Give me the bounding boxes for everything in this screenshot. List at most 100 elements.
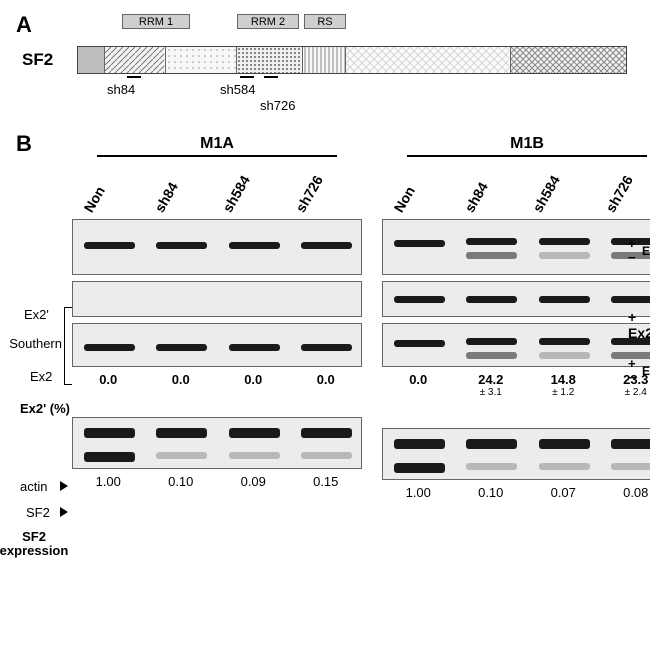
southern-brace-icon bbox=[64, 307, 72, 385]
value-cell: 0.0 bbox=[217, 373, 290, 387]
gene-segment bbox=[78, 47, 105, 73]
group-m1a: M1A Nonsh84sh584sh726 0.00.00.00.0 1.000… bbox=[72, 135, 362, 494]
group-header-m1a: M1A bbox=[97, 135, 337, 157]
gel-m1a-1 bbox=[72, 219, 362, 275]
gel-band bbox=[466, 296, 517, 303]
panel-b-label: B bbox=[16, 131, 32, 157]
sf2-expression-title: SF2 expression bbox=[0, 530, 72, 559]
value-cell: 1.00 bbox=[382, 486, 455, 500]
gel-band bbox=[539, 296, 590, 303]
sf2-protein-name: SF2 bbox=[22, 50, 53, 70]
lane-labels-m1b: Non sh84 sh584 sh726 bbox=[382, 159, 650, 219]
lane-label-non: Non bbox=[391, 183, 418, 215]
gel-band bbox=[466, 338, 517, 345]
sh-tick-sh726 bbox=[264, 76, 278, 78]
gel-m1a-2-southern-ex2prime bbox=[72, 281, 362, 317]
gel-band bbox=[539, 238, 590, 245]
gel-band bbox=[394, 296, 445, 303]
gel-band bbox=[301, 242, 352, 249]
gel-band bbox=[229, 452, 280, 459]
gene-segment bbox=[237, 47, 303, 73]
panel-a: A RRM 1RRM 2RS SF2 sh84sh584sh726 bbox=[12, 12, 638, 117]
value-cell: 0.07 bbox=[527, 486, 600, 500]
group-m1b: M1B Non sh84 sh584 sh726 0.024.2± 3.114.8± … bbox=[382, 135, 650, 505]
gel-band bbox=[84, 452, 135, 462]
gel-m1b-3-southern-ex2 bbox=[382, 323, 650, 367]
group-header-m1b: M1B bbox=[407, 135, 647, 157]
gel-band bbox=[84, 428, 135, 438]
gel-band bbox=[539, 352, 590, 359]
gel-m1b-2-southern-ex2prime bbox=[382, 281, 650, 317]
gene-segment bbox=[105, 47, 165, 73]
gel-band bbox=[156, 344, 207, 351]
value-cell: 0.0 bbox=[290, 373, 363, 387]
lane-label-sh726: sh726 bbox=[602, 173, 636, 215]
sf2-gene-bar bbox=[77, 46, 627, 74]
value-cell: 0.09 bbox=[217, 475, 290, 489]
sf2expr-values-m1b: 1.000.100.070.08 bbox=[382, 486, 650, 500]
gel-band bbox=[229, 428, 280, 438]
value-cell: 1.00 bbox=[72, 475, 145, 489]
gel-band bbox=[229, 242, 280, 249]
sh-label-sh84: sh84 bbox=[107, 82, 135, 97]
gel-band bbox=[156, 428, 207, 438]
value-cell: 24.2± 3.1 bbox=[455, 373, 528, 398]
lane-label-sh584: sh584 bbox=[220, 173, 254, 215]
sh-label-sh584: sh584 bbox=[220, 82, 255, 97]
sf2-arrowhead-icon bbox=[60, 507, 68, 517]
ex2prime-left-label: Ex2' bbox=[24, 307, 49, 322]
gene-segment bbox=[166, 47, 237, 73]
southern-label: Southern bbox=[2, 336, 62, 351]
value-cell: 0.10 bbox=[145, 475, 218, 489]
sf2expr-values-m1a: 1.000.100.090.15 bbox=[72, 475, 362, 489]
lane-label-sh84: sh84 bbox=[461, 179, 491, 215]
gel-band bbox=[84, 344, 135, 351]
value-cell: 0.15 bbox=[290, 475, 363, 489]
ex2prime-values-m1b: 0.024.2± 3.114.8± 1.223.3± 2.4 bbox=[382, 373, 650, 398]
gel-band bbox=[466, 252, 517, 259]
gel-band bbox=[301, 344, 352, 351]
lane-label-non: Non bbox=[81, 183, 108, 215]
value-cell: 0.0 bbox=[72, 373, 145, 387]
gel-band bbox=[394, 463, 445, 473]
panel-a-label: A bbox=[16, 12, 32, 38]
sh-tick-sh584 bbox=[240, 76, 254, 78]
gel-m1a-western bbox=[72, 417, 362, 469]
gel-band bbox=[229, 344, 280, 351]
gel-band bbox=[84, 242, 135, 249]
gel-band bbox=[539, 463, 590, 470]
lane-label-sh584: sh584 bbox=[530, 173, 564, 215]
gel-m1b-1 bbox=[382, 219, 650, 275]
sf2-label: SF2 bbox=[26, 505, 50, 520]
gel-band bbox=[466, 439, 517, 449]
gel-band bbox=[466, 238, 517, 245]
domain-rrm1: RRM 1 bbox=[122, 14, 190, 29]
gel-band bbox=[394, 340, 445, 347]
gel-band bbox=[611, 439, 650, 449]
sh-tick-sh84 bbox=[127, 76, 141, 78]
lane-labels-m1a: Non sh84 sh584 sh726 bbox=[72, 159, 362, 219]
gel-band bbox=[394, 240, 445, 247]
domain-rs: RS bbox=[304, 14, 346, 29]
ex2p-right-gel1: Ex2' bbox=[642, 244, 650, 258]
lane-label-sh84: sh84 bbox=[151, 179, 181, 215]
gel-band bbox=[611, 296, 650, 303]
value-cell: 0.0 bbox=[145, 373, 218, 387]
value-cell: 0.08 bbox=[600, 486, 650, 500]
gel-band bbox=[156, 242, 207, 249]
gel-band bbox=[466, 352, 517, 359]
domain-label-row: RRM 1RRM 2RS bbox=[107, 12, 647, 34]
gel-band bbox=[539, 338, 590, 345]
gel-band bbox=[466, 463, 517, 470]
gel-band bbox=[301, 428, 352, 438]
ex2prime-row-title: Ex2' (%) bbox=[6, 401, 70, 416]
lane-label-sh726: sh726 bbox=[292, 173, 326, 215]
gene-segment bbox=[346, 47, 510, 73]
gel-band bbox=[301, 452, 352, 459]
actin-arrowhead-icon bbox=[60, 481, 68, 491]
gene-segment bbox=[303, 47, 347, 73]
ex2-left-label: Ex2 bbox=[30, 369, 52, 384]
value-cell: 0.0 bbox=[382, 373, 455, 398]
gel-band bbox=[611, 463, 650, 470]
value-cell: 0.10 bbox=[455, 486, 528, 500]
